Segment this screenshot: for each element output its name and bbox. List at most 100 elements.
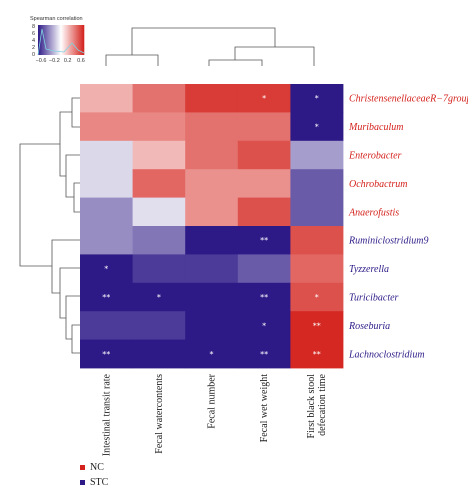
- heatmap-cell: [237, 84, 291, 113]
- heatmap-cell: [132, 169, 186, 198]
- heatmap-cell: [185, 311, 239, 340]
- column-label-line: Fecal watercontents: [154, 374, 165, 454]
- significance-star: *: [315, 293, 319, 302]
- heatmap-cell: [185, 197, 239, 227]
- row-dendro-branch: [59, 267, 82, 319]
- heatmap-cell: [290, 84, 344, 113]
- col-dendro-branch: [234, 46, 315, 66]
- col-dendro-branch: [131, 27, 276, 55]
- row-label: Muribaculum: [348, 122, 403, 133]
- heatmap-cell: [132, 282, 186, 312]
- column-labels: Intestinal transit rate Fecal waterconten…: [101, 373, 328, 456]
- significance-star: **: [260, 236, 268, 245]
- legend-color-step: [56, 25, 58, 55]
- significance-star: **: [260, 350, 268, 359]
- legend-color-step: [54, 25, 56, 55]
- heatmap-cell: [290, 339, 344, 369]
- legend-color-step: [49, 25, 51, 55]
- col-dendro-branch: [208, 59, 263, 66]
- legend-color-step: [73, 25, 75, 55]
- heatmap-cell: [290, 112, 344, 142]
- legend-histogram-line: [37, 28, 85, 56]
- heatmap-cell: [80, 169, 133, 198]
- legend-color-step: [51, 25, 53, 55]
- legend-color-step: [71, 25, 73, 55]
- heatmap-cell: [237, 197, 291, 227]
- heatmap-cell: [80, 254, 133, 284]
- row-label: Tyzzerella: [349, 264, 389, 275]
- legend-color-step: [67, 25, 69, 55]
- column-label: Fecal wet weight: [259, 374, 270, 443]
- heatmap-cell: [185, 112, 239, 142]
- legend-color-step: [83, 25, 85, 55]
- nc-swatch: [80, 465, 85, 471]
- legend-color-step: [43, 25, 45, 55]
- heatmap-cell: [132, 311, 186, 340]
- row-dendro-branch: [19, 143, 60, 267]
- legend-color-step: [48, 25, 50, 55]
- heatmap-cell: [80, 197, 133, 227]
- legend-color-step: [41, 25, 43, 55]
- heatmap-cell: [290, 282, 344, 312]
- heatmap-cell: [132, 339, 186, 369]
- significance-star: **: [102, 293, 110, 302]
- significance-star: *: [104, 265, 108, 274]
- nc-label: NC: [90, 462, 104, 474]
- heatmap-cell: [237, 140, 291, 170]
- legend-color-step: [78, 25, 80, 55]
- significance-star: *: [315, 123, 319, 132]
- significance-star: **: [260, 293, 268, 302]
- heatmap-cell: [80, 112, 133, 142]
- row-dendro-branch: [51, 239, 82, 294]
- legend-color-step: [69, 25, 71, 55]
- column-label-line: defecation time: [317, 373, 328, 435]
- legend-color-step: [81, 25, 83, 55]
- heatmap-cell: [290, 311, 344, 340]
- legend-color-step: [75, 25, 77, 55]
- heatmap-cell: [237, 282, 291, 312]
- heatmap-cell: [80, 226, 133, 255]
- column-dendrogram: [105, 27, 315, 66]
- heatmap-cell: [290, 197, 344, 227]
- heatmap-cell: [132, 197, 186, 227]
- legend-color-step: [39, 25, 41, 55]
- legend-color-step: [72, 25, 74, 55]
- legend-color-step: [53, 25, 55, 55]
- legend-color-step: [42, 25, 44, 55]
- heatmap-cell: [185, 226, 239, 255]
- heatmap-cell: [185, 282, 239, 312]
- legend-color-step: [79, 25, 81, 55]
- legend-count-tick: 2: [32, 45, 35, 51]
- heatmap-cell: [185, 339, 239, 369]
- heatmap-cell: [237, 226, 291, 255]
- legend-count-tick: 8: [32, 24, 35, 30]
- significance-star: *: [157, 293, 161, 302]
- row-labels: ChristensenellaceaeR−7group Muribaculum En…: [348, 94, 468, 361]
- row-dendro-branch: [71, 97, 82, 128]
- significance-star: **: [313, 350, 321, 359]
- legend-color-step: [64, 25, 66, 55]
- heatmap-cells: [80, 84, 344, 369]
- legend-color-step: [58, 25, 60, 55]
- group-legend-nc: NC: [80, 462, 104, 473]
- group-legend-stc: STC: [80, 477, 108, 488]
- heatmap-cell: [237, 339, 291, 369]
- row-label: Lachnoclostridium: [348, 349, 425, 360]
- heatmap-cell: [290, 254, 344, 284]
- significance-star: **: [102, 350, 110, 359]
- heatmap-cell: [237, 311, 291, 340]
- row-dendrogram: [19, 97, 82, 354]
- legend-color-step: [60, 25, 62, 55]
- column-label-line: Fecal wet weight: [259, 374, 270, 443]
- stc-swatch: [80, 480, 85, 486]
- column-label: Fecal watercontents: [154, 374, 165, 454]
- column-label-line: Fecal number: [207, 373, 218, 428]
- legend-color-step: [65, 25, 67, 55]
- significance-star: *: [262, 321, 266, 330]
- heatmap-cell: [237, 112, 291, 142]
- row-label: Ochrobactrum: [349, 179, 408, 190]
- significance-marks: * ******* * ** ** **** * ** **: [102, 94, 320, 359]
